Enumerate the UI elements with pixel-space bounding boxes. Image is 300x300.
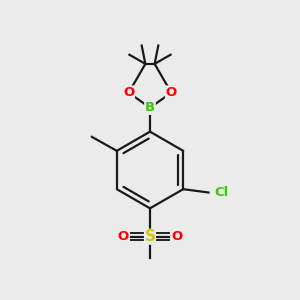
Text: O: O [117, 230, 129, 243]
Text: Cl: Cl [214, 186, 228, 199]
Text: O: O [123, 86, 134, 99]
Text: O: O [171, 230, 183, 243]
Text: O: O [166, 86, 177, 99]
Text: B: B [145, 101, 155, 114]
Text: S: S [145, 229, 155, 244]
